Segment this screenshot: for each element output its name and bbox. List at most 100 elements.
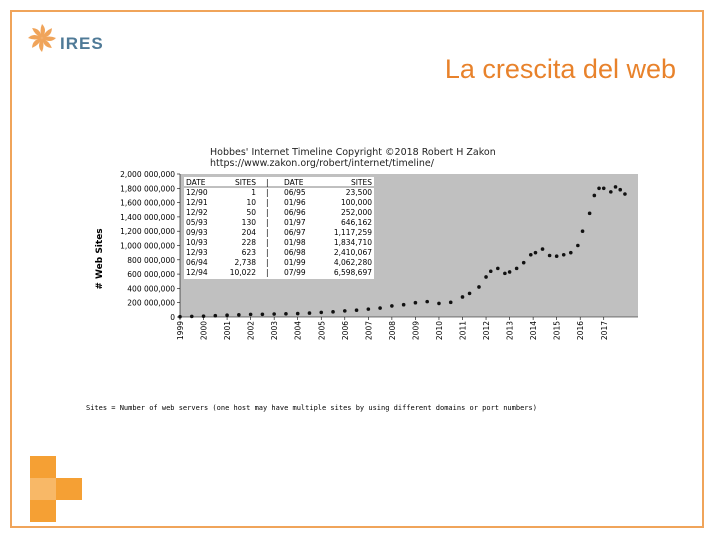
data-point bbox=[601, 186, 606, 191]
data-point bbox=[613, 185, 618, 189]
chart: 0 200 000,000 400 000,000 600 000,000 800 00… bbox=[80, 141, 638, 357]
data-point bbox=[354, 308, 359, 313]
data-point bbox=[496, 266, 500, 271]
footnote: Sites = Number of web servers (one host … bbox=[86, 404, 537, 412]
x-tick-label: 2015 bbox=[553, 321, 562, 340]
data-point bbox=[623, 192, 627, 196]
table-separator: | bbox=[266, 198, 269, 207]
data-table: DATE SITES DATE SITES 12/90 1 06/95 23,500 | 12/9… bbox=[184, 177, 374, 279]
table-cell: 228 bbox=[242, 238, 257, 247]
data-point bbox=[237, 313, 241, 317]
table-cell: 10,022 bbox=[230, 268, 256, 277]
table-cell: 07/99 bbox=[284, 268, 306, 277]
data-point bbox=[390, 304, 394, 308]
table-cell: 01/99 bbox=[284, 258, 306, 267]
data-point bbox=[178, 314, 182, 319]
data-point bbox=[576, 243, 580, 248]
data-point bbox=[609, 190, 613, 194]
chart-title-block: Hobbes' Internet Timeline Copyright ©201… bbox=[210, 147, 496, 169]
table-background bbox=[184, 177, 374, 279]
table-separator: | bbox=[266, 238, 269, 247]
data-point bbox=[425, 299, 429, 304]
data-point bbox=[448, 300, 453, 305]
data-point bbox=[201, 314, 206, 318]
x-tick-label: 2014 bbox=[529, 321, 538, 340]
table-cell: 50 bbox=[246, 208, 256, 217]
x-tick-label: 2001 bbox=[223, 321, 232, 340]
table-cell: 646,162 bbox=[341, 218, 372, 227]
table-separator: | bbox=[266, 208, 269, 217]
sun-icon bbox=[28, 24, 56, 52]
table-cell: 09/93 bbox=[186, 228, 208, 237]
table-cell: 1 bbox=[251, 188, 256, 197]
table-cell: 01/96 bbox=[284, 198, 306, 207]
data-point bbox=[366, 307, 371, 311]
data-point bbox=[437, 301, 441, 306]
x-tick-label: 2009 bbox=[411, 321, 420, 340]
table-cell: 12/94 bbox=[186, 268, 208, 277]
decorative-blocks bbox=[30, 456, 82, 522]
table-cell: 01/98 bbox=[284, 238, 306, 247]
data-point bbox=[488, 269, 493, 274]
data-point bbox=[514, 266, 519, 271]
table-cell: 12/92 bbox=[186, 208, 208, 217]
table-cell: 1,834,710 bbox=[334, 238, 372, 247]
table-header: DATE bbox=[186, 178, 206, 187]
y-tick-label: 1,000 000,000 bbox=[120, 242, 175, 251]
data-point bbox=[592, 193, 597, 198]
x-tick-label: 2002 bbox=[247, 321, 256, 340]
y-tick-label: 1,400 000,000 bbox=[120, 213, 175, 222]
table-cell: 4,062,280 bbox=[334, 258, 372, 267]
table-cell: 05/93 bbox=[186, 218, 208, 227]
data-point bbox=[507, 270, 512, 274]
y-tick-label: 600 000,000 bbox=[127, 270, 175, 279]
table-separator: | bbox=[266, 258, 269, 267]
x-tick-label: 2012 bbox=[482, 321, 491, 340]
data-point bbox=[460, 295, 465, 299]
data-point bbox=[503, 271, 507, 276]
y-tick-label: 0 bbox=[170, 313, 175, 322]
x-tick-label: 2003 bbox=[270, 321, 279, 340]
slide-title: La crescita del web bbox=[444, 54, 676, 84]
x-tick-label: 2006 bbox=[341, 321, 350, 340]
y-axis-label: # Web Sites bbox=[95, 228, 105, 289]
x-tick-label: 2005 bbox=[317, 321, 326, 340]
table-header: DATE bbox=[284, 178, 304, 187]
x-tick-label: 2007 bbox=[364, 321, 373, 340]
table-cell: 06/96 bbox=[284, 208, 306, 217]
table-cell: 623 bbox=[242, 248, 257, 257]
table-cell: 252,000 bbox=[341, 208, 372, 217]
table-cell: 23,500 bbox=[346, 188, 372, 197]
y-tick-label: 1,600 000,000 bbox=[120, 199, 175, 208]
x-tick-label: 2004 bbox=[294, 321, 303, 340]
y-tick-label: 400 000,000 bbox=[127, 284, 175, 293]
chart-container: 0 200 000,000 400 000,000 600 000,000 800 00… bbox=[80, 141, 638, 357]
table-cell: 06/98 bbox=[284, 248, 306, 257]
data-point bbox=[284, 312, 288, 316]
data-point bbox=[225, 313, 229, 318]
data-point bbox=[587, 211, 592, 216]
data-point bbox=[561, 252, 566, 257]
data-point bbox=[528, 252, 533, 257]
data-point bbox=[189, 314, 194, 319]
data-point bbox=[554, 254, 559, 259]
y-tick-label: 2,000 000,000 bbox=[120, 170, 175, 179]
x-tick-label: 2010 bbox=[435, 321, 444, 340]
table-cell: 10 bbox=[246, 198, 256, 207]
data-point bbox=[413, 300, 418, 305]
data-point bbox=[272, 312, 276, 316]
table-cell: 12/91 bbox=[186, 198, 208, 207]
data-point bbox=[618, 187, 623, 192]
table-cell: 1,117,259 bbox=[334, 228, 372, 237]
table-cell: 06/94 bbox=[186, 258, 208, 267]
table-cell: 2,738 bbox=[235, 258, 257, 267]
table-separator: | bbox=[266, 188, 269, 197]
table-separator: | bbox=[266, 218, 269, 227]
x-tick-label: 1999 bbox=[176, 321, 185, 340]
table-cell: 01/97 bbox=[284, 218, 306, 227]
table-cell: 06/97 bbox=[284, 228, 306, 237]
table-cell: 12/93 bbox=[186, 248, 208, 257]
chart-title: Hobbes' Internet Timeline Copyright ©201… bbox=[210, 147, 496, 158]
table-separator: | bbox=[266, 228, 269, 237]
table-cell: 100,000 bbox=[341, 198, 372, 207]
